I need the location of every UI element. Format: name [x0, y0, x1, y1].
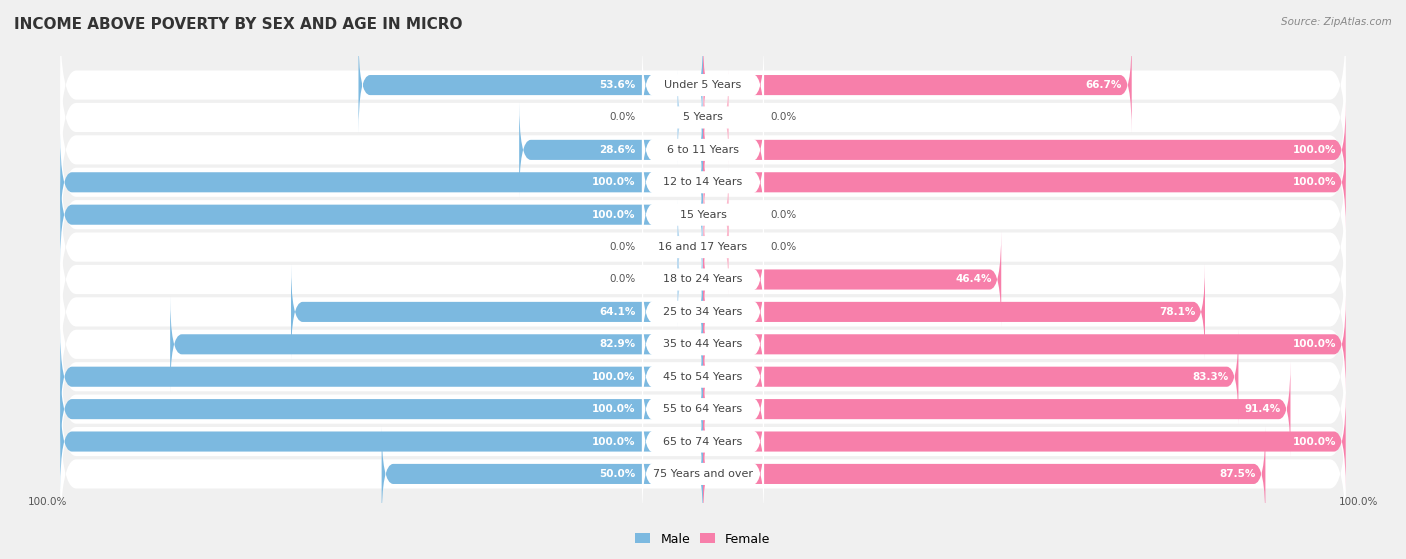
FancyBboxPatch shape [60, 167, 703, 263]
FancyBboxPatch shape [643, 297, 763, 392]
FancyBboxPatch shape [703, 361, 1291, 457]
Text: 100.0%: 100.0% [592, 372, 636, 382]
Text: 50.0%: 50.0% [599, 469, 636, 479]
FancyBboxPatch shape [703, 231, 1001, 328]
FancyBboxPatch shape [643, 103, 763, 197]
Text: 100.0%: 100.0% [1292, 437, 1336, 447]
FancyBboxPatch shape [60, 181, 1346, 314]
Text: 16 and 17 Years: 16 and 17 Years [658, 242, 748, 252]
FancyBboxPatch shape [703, 134, 1346, 230]
FancyBboxPatch shape [703, 329, 1239, 425]
FancyBboxPatch shape [703, 167, 728, 263]
Text: 100.0%: 100.0% [1339, 498, 1378, 507]
FancyBboxPatch shape [643, 362, 763, 456]
Text: 55 to 64 Years: 55 to 64 Years [664, 404, 742, 414]
FancyBboxPatch shape [643, 329, 763, 424]
FancyBboxPatch shape [703, 37, 1132, 134]
FancyBboxPatch shape [703, 264, 1205, 360]
FancyBboxPatch shape [60, 375, 1346, 508]
FancyBboxPatch shape [643, 200, 763, 295]
FancyBboxPatch shape [60, 83, 1346, 216]
Text: 65 to 74 Years: 65 to 74 Years [664, 437, 742, 447]
Text: 18 to 24 Years: 18 to 24 Years [664, 274, 742, 285]
FancyBboxPatch shape [60, 245, 1346, 378]
FancyBboxPatch shape [381, 425, 703, 522]
FancyBboxPatch shape [60, 213, 1346, 346]
Text: 83.3%: 83.3% [1192, 372, 1229, 382]
Text: 87.5%: 87.5% [1219, 469, 1256, 479]
FancyBboxPatch shape [60, 18, 1346, 151]
Legend: Male, Female: Male, Female [630, 528, 776, 551]
FancyBboxPatch shape [60, 408, 1346, 541]
FancyBboxPatch shape [703, 425, 1265, 522]
Text: 100.0%: 100.0% [592, 210, 636, 220]
FancyBboxPatch shape [703, 199, 728, 295]
FancyBboxPatch shape [703, 102, 1346, 198]
Text: 45 to 54 Years: 45 to 54 Years [664, 372, 742, 382]
FancyBboxPatch shape [678, 231, 703, 328]
Text: 66.7%: 66.7% [1085, 80, 1122, 90]
FancyBboxPatch shape [643, 264, 763, 359]
FancyBboxPatch shape [519, 102, 703, 198]
FancyBboxPatch shape [60, 310, 1346, 443]
Text: 0.0%: 0.0% [770, 112, 797, 122]
Text: 12 to 14 Years: 12 to 14 Years [664, 177, 742, 187]
FancyBboxPatch shape [643, 135, 763, 230]
Text: 46.4%: 46.4% [955, 274, 991, 285]
FancyBboxPatch shape [643, 394, 763, 489]
FancyBboxPatch shape [678, 199, 703, 295]
FancyBboxPatch shape [678, 69, 703, 166]
FancyBboxPatch shape [170, 296, 703, 392]
Text: 25 to 34 Years: 25 to 34 Years [664, 307, 742, 317]
FancyBboxPatch shape [60, 116, 1346, 249]
FancyBboxPatch shape [60, 148, 1346, 281]
FancyBboxPatch shape [703, 69, 728, 166]
Text: 100.0%: 100.0% [592, 177, 636, 187]
Text: 0.0%: 0.0% [609, 274, 636, 285]
Text: 100.0%: 100.0% [1292, 339, 1336, 349]
FancyBboxPatch shape [291, 264, 703, 360]
FancyBboxPatch shape [60, 51, 1346, 184]
Text: 78.1%: 78.1% [1159, 307, 1195, 317]
Text: 15 Years: 15 Years [679, 210, 727, 220]
FancyBboxPatch shape [60, 343, 1346, 476]
Text: Under 5 Years: Under 5 Years [665, 80, 741, 90]
FancyBboxPatch shape [643, 232, 763, 327]
Text: Source: ZipAtlas.com: Source: ZipAtlas.com [1281, 17, 1392, 27]
Text: 100.0%: 100.0% [1292, 177, 1336, 187]
FancyBboxPatch shape [60, 393, 703, 490]
Text: 53.6%: 53.6% [599, 80, 636, 90]
FancyBboxPatch shape [60, 361, 703, 457]
FancyBboxPatch shape [703, 296, 1346, 392]
Text: 91.4%: 91.4% [1244, 404, 1281, 414]
Text: 75 Years and over: 75 Years and over [652, 469, 754, 479]
FancyBboxPatch shape [643, 167, 763, 262]
Text: 82.9%: 82.9% [599, 339, 636, 349]
Text: 100.0%: 100.0% [592, 404, 636, 414]
FancyBboxPatch shape [643, 38, 763, 132]
Text: 35 to 44 Years: 35 to 44 Years [664, 339, 742, 349]
FancyBboxPatch shape [703, 393, 1346, 490]
FancyBboxPatch shape [60, 134, 703, 230]
FancyBboxPatch shape [60, 329, 703, 425]
Text: 6 to 11 Years: 6 to 11 Years [666, 145, 740, 155]
Text: 100.0%: 100.0% [592, 437, 636, 447]
FancyBboxPatch shape [643, 70, 763, 165]
Text: 0.0%: 0.0% [609, 112, 636, 122]
Text: INCOME ABOVE POVERTY BY SEX AND AGE IN MICRO: INCOME ABOVE POVERTY BY SEX AND AGE IN M… [14, 17, 463, 32]
Text: 5 Years: 5 Years [683, 112, 723, 122]
Text: 0.0%: 0.0% [770, 210, 797, 220]
FancyBboxPatch shape [643, 427, 763, 521]
FancyBboxPatch shape [60, 278, 1346, 411]
Text: 100.0%: 100.0% [28, 498, 67, 507]
Text: 0.0%: 0.0% [770, 242, 797, 252]
Text: 100.0%: 100.0% [1292, 145, 1336, 155]
FancyBboxPatch shape [359, 37, 703, 134]
Text: 64.1%: 64.1% [599, 307, 636, 317]
Text: 28.6%: 28.6% [599, 145, 636, 155]
Text: 0.0%: 0.0% [609, 242, 636, 252]
